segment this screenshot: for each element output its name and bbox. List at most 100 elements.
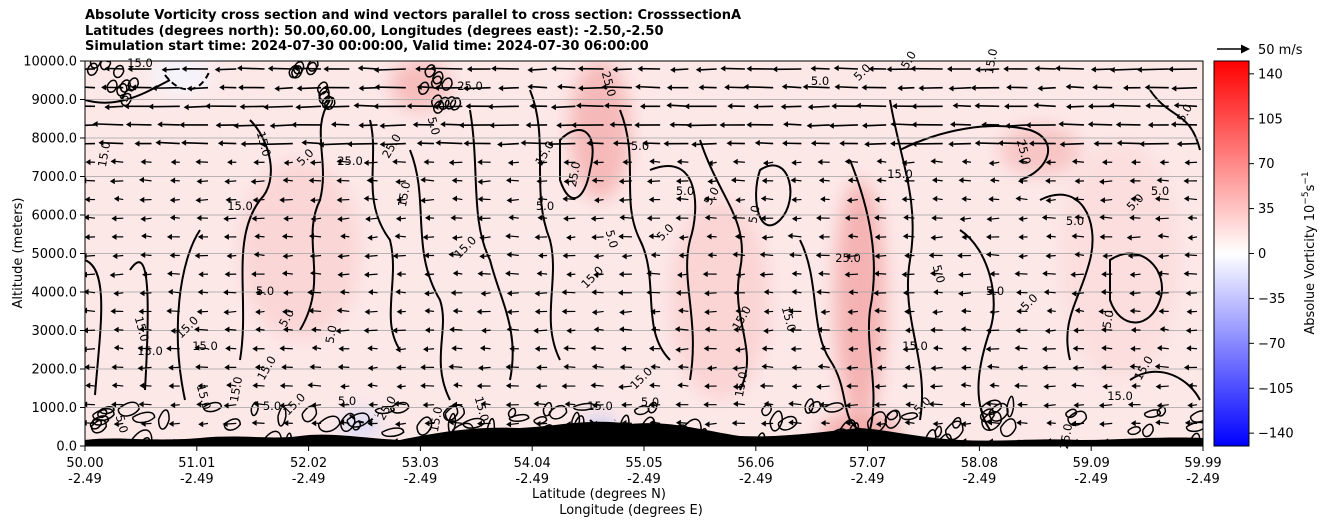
wind-arrow-head	[1159, 159, 1165, 166]
wind-arrow-head	[815, 252, 821, 259]
contour-label: 25.0	[599, 70, 619, 98]
wind-arrow-head	[761, 234, 767, 241]
wind-arrow-shaft	[241, 67, 265, 70]
wind-arrow-head	[970, 84, 976, 91]
wind-arrow-head	[379, 122, 385, 129]
wind-arrow-head	[760, 195, 766, 202]
wind-arrow-head	[505, 233, 511, 240]
wind-arrow-head	[675, 178, 681, 185]
wind-arrow-shaft	[162, 123, 180, 126]
wind-arrow-head	[534, 308, 540, 315]
wind-arrow-head	[367, 289, 373, 296]
wind-arrow-head	[394, 233, 400, 240]
wind-arrow-head	[353, 102, 359, 109]
wind-arrow-head	[505, 382, 511, 389]
wind-arrow-shaft	[991, 366, 1000, 368]
wind-arrow-shaft	[1162, 235, 1169, 238]
contour-label: 5.0	[323, 324, 340, 344]
wind-arrow-head	[506, 290, 512, 297]
wind-arrow-head	[788, 400, 794, 407]
wind-arrow-head	[674, 326, 680, 333]
wind-arrow-head	[367, 345, 373, 352]
x-axis-label: Latitude (degrees N)	[532, 487, 666, 502]
wind-arrow-head	[844, 215, 850, 222]
wind-arrow-head	[986, 363, 992, 370]
wind-arrow-head	[780, 103, 786, 110]
wind-arrow-head	[1183, 364, 1189, 371]
wind-arrow-head	[918, 85, 924, 92]
wind-arrow-head	[946, 65, 952, 72]
wind-arrow-head	[677, 382, 683, 389]
wind-arrow-head	[113, 195, 119, 202]
wind-arrow-head	[817, 363, 823, 370]
wind-arrow-head	[981, 121, 987, 128]
wind-arrow-head	[536, 270, 542, 277]
quiver-key: 50 m/s	[1217, 43, 1303, 58]
wind-arrow-head	[1154, 363, 1160, 370]
x-tick-label-lat: 55.05	[625, 456, 662, 471]
wind-arrow-head	[619, 364, 625, 371]
wind-arrow-shaft	[344, 291, 350, 294]
wind-arrow-head	[310, 216, 316, 223]
wind-arrow-head	[1044, 328, 1050, 335]
wind-arrow-head	[448, 419, 454, 426]
contour-label: 15.0	[732, 370, 750, 398]
wind-arrow-shaft	[371, 179, 378, 182]
wind-arrow-head	[975, 66, 981, 73]
wind-arrow-shaft	[109, 105, 124, 108]
wind-arrow-shaft	[792, 235, 802, 238]
wind-arrow-head	[986, 419, 992, 426]
wind-arrow-head	[932, 195, 938, 202]
wind-arrow-head	[988, 196, 994, 203]
wind-arrow-head	[392, 253, 398, 260]
wind-arrow-head	[452, 195, 458, 202]
wind-arrow-head	[424, 327, 430, 334]
wind-arrow-shaft	[937, 422, 943, 425]
wind-arrow-head	[339, 401, 345, 408]
wind-arrow-head	[675, 215, 681, 222]
wind-arrow-head	[1074, 214, 1080, 221]
wind-arrow-head	[986, 234, 992, 241]
wind-arrow-head	[959, 216, 965, 223]
wind-arrow-shaft	[145, 217, 152, 220]
wind-arrow-head	[1066, 103, 1072, 110]
wind-arrow-head	[537, 159, 543, 166]
wind-arrow-head	[223, 438, 229, 445]
wind-arrow-head	[732, 439, 738, 446]
wind-arrow-head	[648, 345, 654, 352]
wind-arrow-shaft	[85, 86, 96, 89]
wind-arrow-shaft	[312, 384, 322, 387]
contour-label: 5.0	[930, 263, 948, 284]
wind-arrow-head	[986, 288, 992, 295]
wind-arrow-shaft	[1019, 347, 1028, 350]
wind-arrow-head	[1042, 270, 1048, 277]
wind-arrow-shaft	[342, 254, 350, 257]
wind-arrow-head	[1183, 270, 1189, 277]
wind-arrow-shaft	[748, 86, 774, 89]
wind-arrow-shaft	[860, 104, 887, 108]
wind-arrow-head	[612, 140, 618, 147]
wind-arrow-head	[720, 65, 726, 72]
wind-arrow-head	[282, 253, 288, 260]
wind-arrow-head	[707, 178, 713, 185]
wind-arrow-shaft	[1047, 272, 1056, 275]
wind-arrow-head	[846, 365, 852, 372]
wind-arrow-head	[1128, 438, 1134, 445]
wind-arrow-head	[759, 382, 765, 389]
wind-arrow-head	[1102, 383, 1108, 390]
wind-arrow-head	[151, 85, 157, 92]
wind-arrow-head	[336, 307, 342, 314]
wind-arrow-head	[763, 400, 769, 407]
wind-arrow-shaft	[1134, 310, 1141, 313]
wind-arrow-head	[85, 439, 88, 446]
wind-arrow-head	[396, 271, 402, 278]
wind-arrow-head	[1018, 215, 1024, 222]
surface-contour	[277, 405, 287, 427]
title-line-3: Simulation start time: 2024-07-30 00:00:…	[85, 39, 649, 54]
wind-arrow-head	[746, 65, 752, 72]
wind-arrow-shaft	[368, 197, 378, 201]
wind-arrow-head	[373, 103, 379, 110]
wind-arrow-head	[1099, 197, 1105, 204]
contour-label: 25.0	[1014, 138, 1034, 166]
wind-arrow-head	[448, 363, 454, 370]
